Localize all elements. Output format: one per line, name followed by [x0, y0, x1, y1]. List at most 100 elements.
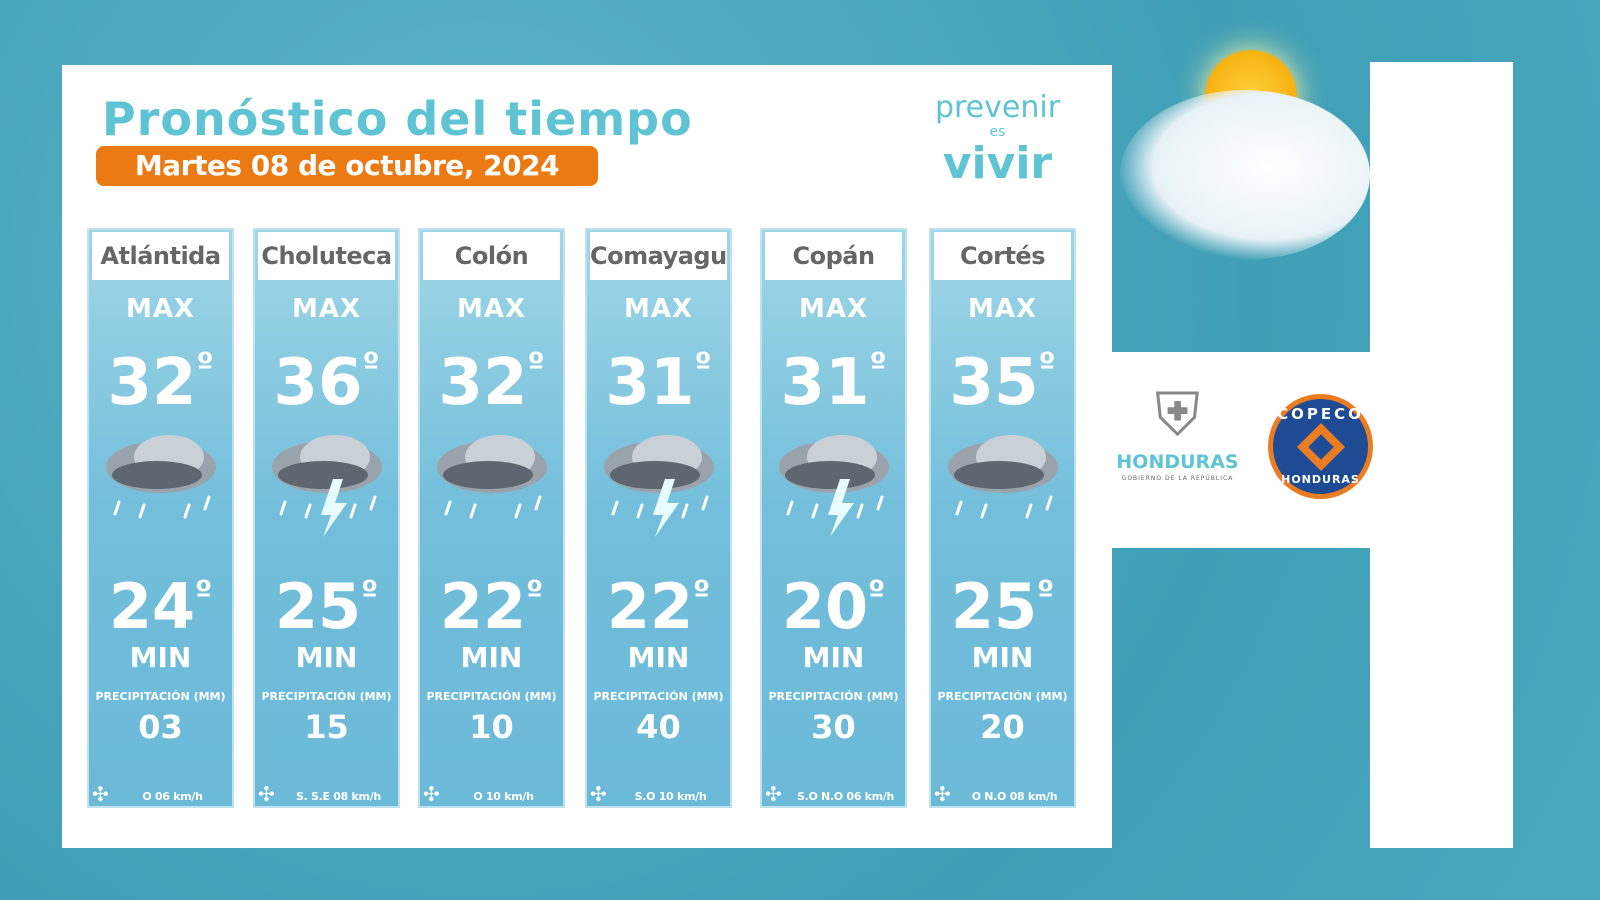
precip-label: PRECIPITACIÓN (MM)	[593, 690, 724, 703]
region-column: Cortés MAX 35º 25º MIN PRECIPITACIÓN (MM…	[929, 228, 1076, 808]
min-value: 22	[439, 570, 527, 643]
rain-cloud-icon	[931, 422, 1074, 572]
min-value: 24	[108, 570, 196, 643]
precip-label: PRECIPITACIÓN (MM)	[937, 690, 1068, 703]
honduras-text: HONDURAS	[1116, 451, 1239, 473]
wind-icon: ✣	[92, 782, 109, 806]
min-label: MIN	[129, 641, 192, 674]
thunderstorm-cloud-icon	[255, 422, 398, 572]
min-temp: 24º	[89, 572, 232, 642]
precip-value: 40	[636, 708, 681, 746]
max-value: 31	[605, 346, 695, 420]
wind-text: S.O 10 km/h	[634, 790, 707, 803]
min-value: 20	[781, 570, 869, 643]
rain-cloud-icon	[420, 422, 563, 572]
max-value: 36	[273, 346, 363, 420]
white-column	[1370, 62, 1513, 848]
wind-text: S.O N.O 06 km/h	[796, 790, 895, 803]
precip-value: 20	[980, 708, 1025, 746]
max-temp: 35º	[931, 344, 1074, 422]
region-column: Copán MAX 31º 20º MIN PRECIPITACIÓN (MM)…	[760, 228, 907, 808]
min-temp: 22º	[587, 572, 730, 642]
region-column: Choluteca MAX 36º 25º MIN PRECIPITACIÓN …	[253, 228, 400, 808]
region-column: Comayagua MAX 31º 22º MIN PRECIPITACIÓN …	[585, 228, 732, 808]
degree-symbol: º	[1037, 575, 1055, 610]
slogan-line2: es	[989, 124, 1006, 140]
max-temp: 31º	[587, 344, 730, 422]
max-label: MAX	[623, 294, 694, 324]
degree-symbol: º	[693, 575, 711, 610]
precip-value: 15	[304, 708, 349, 746]
precip-label: PRECIPITACIÓN (MM)	[426, 690, 557, 703]
wind-icon: ✣	[423, 782, 440, 806]
degree-symbol: º	[1038, 347, 1056, 382]
thunderstorm-cloud-icon	[587, 422, 730, 572]
max-label: MAX	[967, 294, 1038, 324]
copeco-subtext: HONDURAS	[1281, 473, 1360, 486]
degree-symbol: º	[362, 347, 380, 382]
max-value: 35	[949, 346, 1039, 420]
slogan-line3: vivir	[942, 138, 1053, 189]
wind-text: O 06 km/h	[142, 790, 203, 803]
cloud-icon	[1120, 90, 1370, 260]
region-name: Copán	[765, 232, 902, 280]
wind-text: S. S.E 08 km/h	[296, 790, 381, 803]
degree-symbol: º	[868, 575, 886, 610]
wind-icon: ✣	[590, 782, 607, 806]
min-value: 25	[274, 570, 362, 643]
max-label: MAX	[291, 294, 362, 324]
precip-value: 10	[469, 708, 514, 746]
honduras-logo: ⛨ HONDURAS GOBIERNO DE LA REPÚBLICA	[1115, 380, 1240, 483]
wind-icon: ✣	[258, 782, 275, 806]
max-temp: 32º	[420, 344, 563, 422]
degree-symbol: º	[694, 347, 712, 382]
precip-value: 03	[138, 708, 183, 746]
slogan-line1: prevenir	[934, 90, 1061, 125]
region-column: Atlántida MAX 32º 24º MIN PRECIPITACIÓN …	[87, 228, 234, 808]
max-temp: 31º	[762, 344, 905, 422]
max-label: MAX	[456, 294, 527, 324]
region-name: Choluteca	[258, 232, 395, 280]
region-column: Colón MAX 32º 22º MIN PRECIPITACIÓN (MM)…	[418, 228, 565, 808]
precip-label: PRECIPITACIÓN (MM)	[95, 690, 226, 703]
copeco-text: COPECO	[1277, 405, 1364, 423]
wind-icon: ✣	[934, 782, 951, 806]
rain-cloud-icon	[89, 422, 232, 572]
min-temp: 20º	[762, 572, 905, 642]
coat-of-arms-icon: ⛨	[1155, 380, 1200, 450]
precip-label: PRECIPITACIÓN (MM)	[261, 690, 392, 703]
region-name: Cortés	[934, 232, 1071, 280]
min-temp: 25º	[255, 572, 398, 642]
min-value: 22	[606, 570, 694, 643]
wind-text: O 10 km/h	[473, 790, 534, 803]
degree-symbol: º	[869, 347, 887, 382]
max-value: 32	[107, 346, 197, 420]
degree-symbol: º	[526, 575, 544, 610]
min-value: 25	[950, 570, 1038, 643]
min-label: MIN	[460, 641, 523, 674]
copeco-logo: COPECO HONDURAS	[1268, 394, 1373, 499]
max-value: 31	[780, 346, 870, 420]
min-temp: 25º	[931, 572, 1074, 642]
prevenir-es-vivir-logo: prevenir es vivir	[920, 92, 1075, 188]
min-temp: 22º	[420, 572, 563, 642]
wind-icon: ✣	[765, 782, 782, 806]
degree-symbol: º	[527, 347, 545, 382]
min-label: MIN	[802, 641, 865, 674]
thunderstorm-cloud-icon	[762, 422, 905, 572]
region-name: Comayagua	[590, 232, 727, 280]
min-label: MIN	[971, 641, 1034, 674]
min-label: MIN	[627, 641, 690, 674]
max-label: MAX	[798, 294, 869, 324]
degree-symbol: º	[196, 347, 214, 382]
min-label: MIN	[295, 641, 358, 674]
max-temp: 32º	[89, 344, 232, 422]
page-title: Pronóstico del tiempo	[102, 92, 693, 146]
wind-text: O N.O 08 km/h	[971, 790, 1058, 803]
max-temp: 36º	[255, 344, 398, 422]
max-label: MAX	[125, 294, 196, 324]
region-name: Atlántida	[92, 232, 229, 280]
region-name: Colón	[423, 232, 560, 280]
max-value: 32	[438, 346, 528, 420]
date-banner: Martes 08 de octubre, 2024	[96, 146, 598, 186]
